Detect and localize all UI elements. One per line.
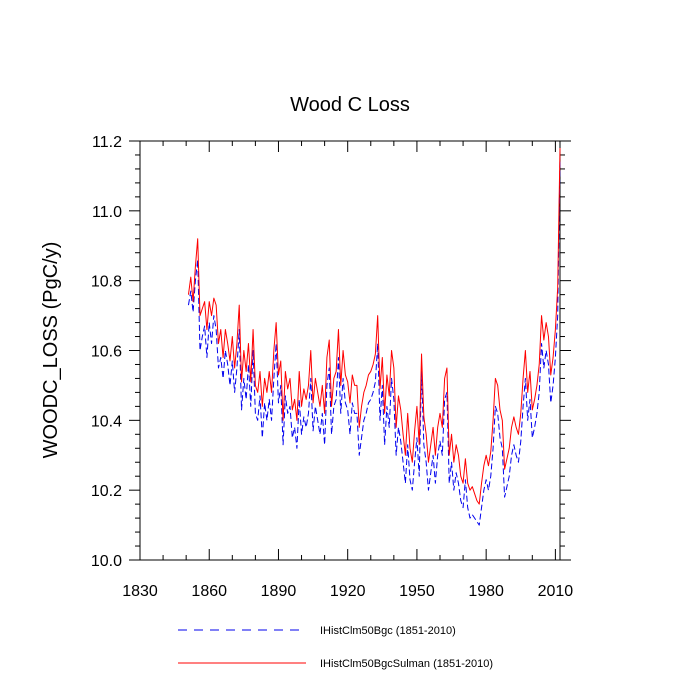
y-tick-label: 11.2	[92, 134, 122, 151]
y-tick-label: 11.0	[92, 204, 122, 221]
y-tick-label: 10.2	[91, 483, 122, 500]
x-tick-label: 1980	[468, 583, 504, 600]
legend-label-0: IHistClm50Bgc (1851-2010)	[320, 625, 456, 637]
y-tick-label: 10.0	[91, 553, 122, 570]
y-axis-label: WOODC_LOSS (PgC/y)	[40, 242, 62, 459]
axis-ticks	[129, 140, 571, 561]
series-line-0	[187, 158, 561, 526]
x-tick-label: 1950	[399, 583, 435, 600]
x-tick-label: 1920	[330, 583, 366, 600]
x-tick-label: 1830	[122, 583, 158, 600]
plot-frame	[139, 140, 561, 561]
series-line-1	[187, 147, 561, 505]
y-tick-label: 10.6	[91, 344, 122, 361]
chart-title: Wood C Loss	[290, 94, 410, 116]
series-lines	[187, 147, 561, 526]
axis-tick-labels: 1830 1860 1890 1920 1950 1980 2010 10.0 10.2 10.4…	[91, 134, 573, 600]
x-tick-label: 2010	[538, 583, 574, 600]
legend-label-1: IHistClm50BgcSulman (1851-2010)	[320, 658, 493, 670]
y-tick-label: 10.8	[91, 274, 122, 291]
x-tick-label: 1860	[191, 583, 227, 600]
legend: IHistClm50Bgc (1851-2010) IHistClm50BgcS…	[178, 625, 493, 670]
x-tick-label: 1890	[261, 583, 297, 600]
y-tick-label: 10.4	[91, 413, 122, 430]
